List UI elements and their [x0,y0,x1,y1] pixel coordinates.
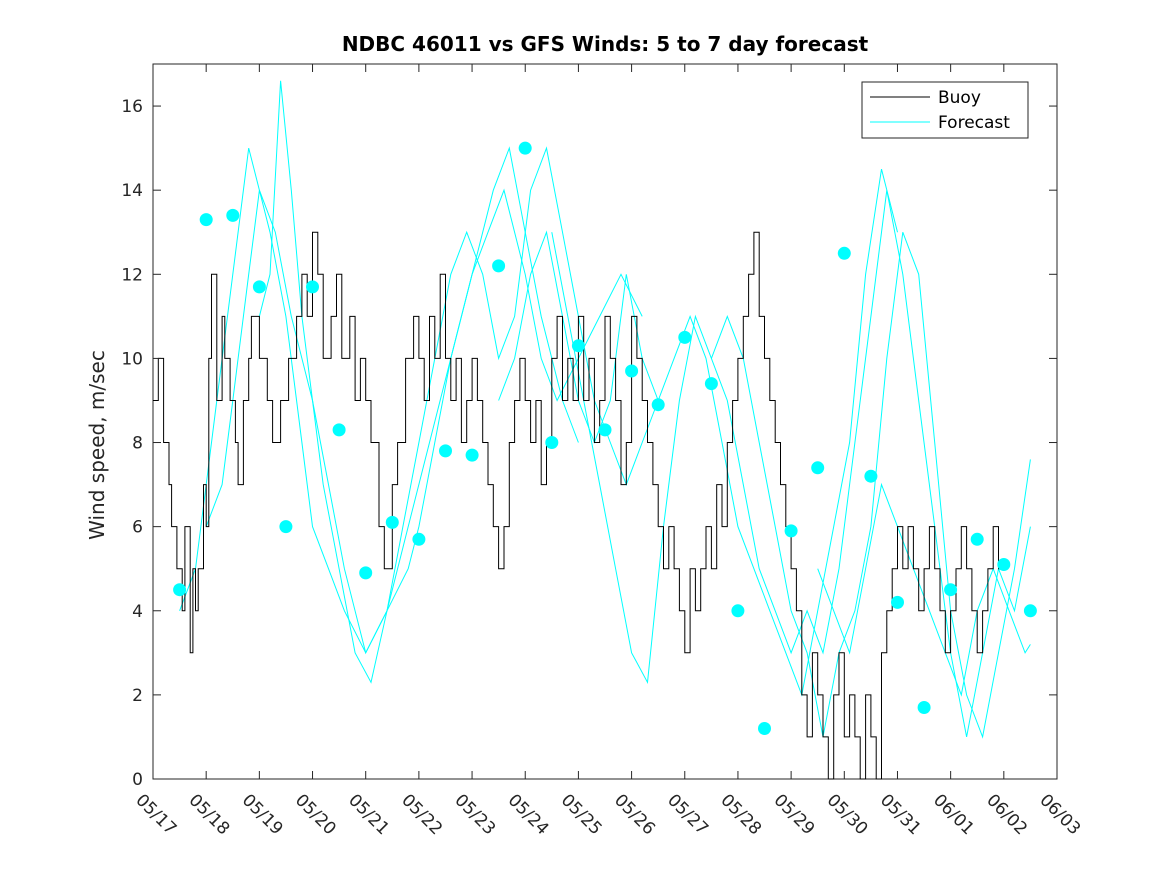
x-tick-label: 06/03 [1035,790,1084,839]
forecast-point [704,377,718,391]
forecast-point [199,213,213,227]
forecast-point [306,280,319,294]
y-tick-label: 16 [121,97,143,117]
y-tick-label: 0 [132,770,143,790]
y-axis-label: Wind speed, m/sec [85,350,109,540]
y-tick-label: 8 [132,434,143,454]
chart-title: NDBC 46011 vs GFS Winds: 5 to 7 day fore… [342,32,869,56]
legend: Buoy Forecast [861,81,1029,139]
forecast-point [944,583,958,597]
forecast-point [917,701,931,714]
forecast-point [651,398,665,412]
forecast-point [864,469,878,483]
legend-box [861,81,1029,139]
forecast-point [439,444,452,458]
x-tick-label: 05/26 [610,790,659,839]
forecast-point [571,339,585,353]
legend-label-forecast: Forecast [938,113,1010,133]
forecast-point [173,583,187,597]
forecast-point [332,423,346,437]
x-tick-label: 05/21 [344,790,393,839]
forecast-point [412,532,426,546]
x-tick-label: 05/25 [557,790,606,839]
forecast-point [518,141,532,155]
x-tick-label: 05/31 [876,790,925,839]
x-tick-label: 05/22 [397,790,446,839]
forecast-point [811,461,825,475]
forecast-point [465,448,479,462]
forecast-point [997,558,1011,571]
forecast-series-5 [710,232,1031,739]
forecast-point [1023,604,1037,618]
y-tick-label: 10 [121,349,143,369]
y-tick-label: 2 [132,686,143,706]
x-tick-label: 05/18 [185,790,234,839]
y-tick-label: 6 [132,518,143,538]
forecast-point [625,364,639,378]
forecast-series-2 [258,80,659,684]
x-tick-label: 05/30 [823,790,872,839]
y-tick-label: 14 [121,181,143,201]
forecast-point [731,604,745,618]
forecast-point [784,524,798,538]
y-tick-label: 4 [132,602,143,622]
forecast-point [891,595,904,609]
x-tick-label: 05/28 [716,790,765,839]
forecast-point [970,532,984,546]
forecast-point [226,208,240,222]
x-tick-label: 05/24 [504,790,553,839]
x-tick-label: 05/29 [770,790,819,839]
forecast-point [252,280,266,294]
forecast-point [279,520,293,534]
x-tick-label: 05/17 [131,790,180,839]
x-tick-label: 05/20 [291,790,340,839]
axes-box [152,63,1058,780]
forecast-point [837,246,851,260]
forecast-point [598,423,612,437]
legend-label-buoy: Buoy [938,88,981,108]
forecast-point [492,259,506,273]
forecast-series-6 [817,482,1031,697]
x-tick-label: 05/19 [238,790,287,839]
forecast-point [385,515,399,529]
x-tick-label: 06/01 [929,790,978,839]
x-tick-label: 05/23 [451,790,500,839]
y-tick-label: 12 [121,265,143,285]
x-tick-label: 05/27 [663,790,712,839]
forecast-point [545,436,559,449]
forecast-series-3 [498,168,898,697]
forecast-point [758,722,771,735]
x-tick-label: 06/02 [982,790,1031,839]
buoy-series [153,231,1004,780]
forecast-point [359,566,373,580]
forecast-point [678,330,692,344]
